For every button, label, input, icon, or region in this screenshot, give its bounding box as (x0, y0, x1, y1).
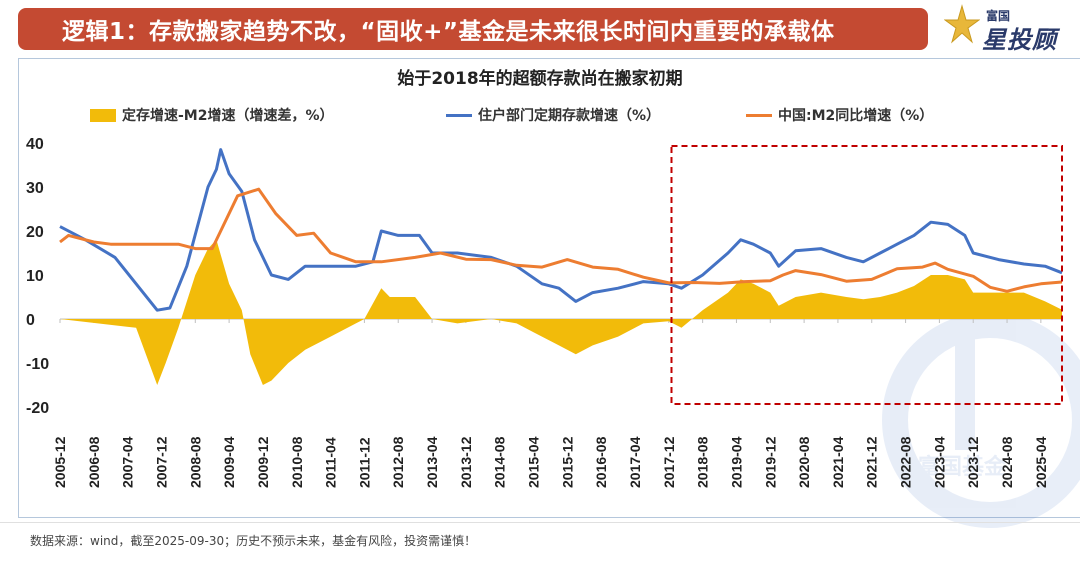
series-line-m2 (59, 187, 1063, 293)
legend-swatch-household-deposit (446, 113, 472, 117)
series-line-household-deposit (59, 148, 1063, 312)
x-tick-label: 2009-04 (221, 436, 237, 488)
x-tick-label: 2020-08 (796, 436, 812, 488)
y-tick-label: 10 (26, 268, 44, 285)
x-tick-label: 2013-04 (424, 436, 440, 488)
x-tick-label: 2023-04 (931, 436, 947, 488)
chart-frame (18, 58, 1080, 518)
legend-label-m2: 中国:M2同比增速（%） (778, 108, 934, 124)
x-tick-label: 2007-12 (153, 436, 169, 488)
watermark-text: 富国基金 (918, 454, 1007, 479)
x-tick-label: 2019-04 (728, 436, 744, 488)
legend-item-m2: 中国:M2同比增速（%） (746, 106, 933, 124)
y-tick-label: -10 (26, 356, 49, 373)
y-tick-label: 40 (26, 136, 44, 153)
footer-source: 数据来源：wind，截至2025-09-30；历史不预示未来，基金有风险，投资需… (30, 534, 477, 548)
x-tick-label: 2021-12 (864, 436, 880, 488)
star-logo-icon (944, 4, 980, 44)
header-bar: 逻辑1：存款搬家趋势不改，“固收+”基金是未来很长时间内重要的承载体 (18, 8, 928, 50)
brand-logo: 富国 星投顾 (944, 4, 1074, 54)
x-tick-label: 2005-12 (52, 436, 68, 488)
x-tick-label: 2023-12 (965, 436, 981, 488)
y-tick-label: 0 (26, 312, 35, 329)
x-tick-label: 2022-08 (898, 436, 914, 488)
x-tick-label: 2019-12 (762, 436, 778, 488)
x-tick-label: 2017-12 (661, 436, 677, 488)
x-tick-label: 2012-08 (390, 436, 406, 488)
x-tick-label: 2009-12 (255, 436, 271, 488)
x-tick-label: 2013-12 (458, 436, 474, 488)
x-tick-label: 2008-08 (187, 436, 203, 488)
legend-item-deposit-gap: 定存增速-M2增速（增速差，%） (90, 106, 334, 124)
chart-title: 始于2018年的超额存款尚在搬家初期 (397, 69, 683, 89)
watermark: 富国基金 (882, 312, 1080, 528)
legend-swatch-m2 (746, 113, 772, 117)
legend-label-household-deposit: 住户部门定期存款增速（%） (478, 108, 661, 124)
x-tick-label: 2015-04 (526, 436, 542, 488)
legend-swatch-deposit-gap (90, 108, 116, 122)
y-tick-label: 20 (26, 224, 44, 241)
series-area-deposit-gap (60, 239, 1062, 385)
y-tick-label: -20 (26, 400, 49, 417)
x-tick-label: 2010-08 (289, 436, 305, 488)
x-tick-label: 2016-08 (593, 436, 609, 488)
x-tick-label: 2011-12 (356, 437, 372, 488)
x-tick-label: 2007-04 (120, 436, 136, 488)
legend-item-household-deposit: 住户部门定期存款增速（%） (446, 106, 660, 124)
page-title: 逻辑1：存款搬家趋势不改，“固收+”基金是未来很长时间内重要的承载体 (62, 19, 835, 45)
x-tick-label: 2024-08 (999, 436, 1015, 488)
x-tick-label: 2015-12 (559, 436, 575, 488)
x-tick-label: 2021-04 (830, 436, 846, 488)
y-tick-label: 30 (26, 180, 44, 197)
x-tick-label: 2006-08 (86, 436, 102, 488)
x-tick-label: 2017-04 (627, 436, 643, 488)
highlight-box (670, 145, 1063, 405)
x-tick-label: 2014-08 (492, 436, 508, 488)
x-tick-label: 2018-08 (695, 436, 711, 488)
logo-top-text: 富国 (986, 9, 1011, 23)
footer-divider (0, 522, 1080, 523)
logo-main-text: 星投顾 (982, 26, 1057, 54)
x-tick-label: 2025-04 (1033, 436, 1049, 488)
legend-label-deposit-gap: 定存增速-M2增速（增速差，%） (122, 108, 334, 124)
x-tick-label: 2011-04 (323, 437, 339, 488)
